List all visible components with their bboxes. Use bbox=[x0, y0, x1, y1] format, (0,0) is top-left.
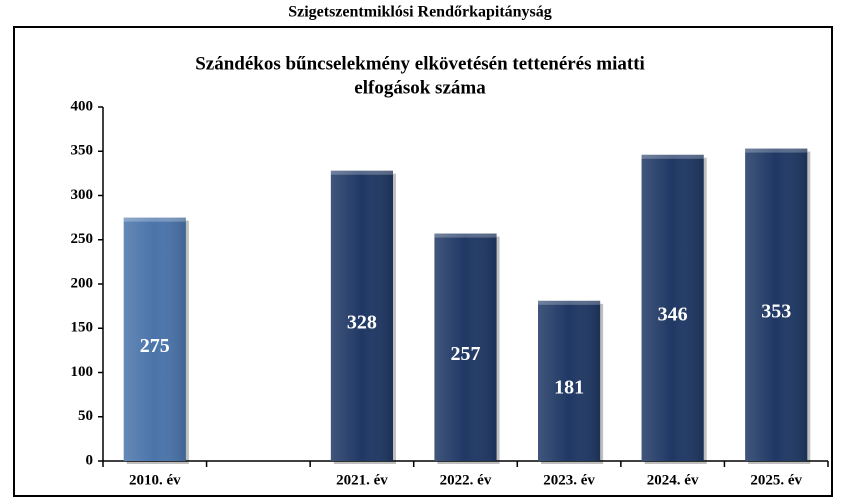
bar-shine bbox=[745, 148, 808, 461]
value-label: 346 bbox=[658, 303, 688, 325]
value-label: 257 bbox=[451, 343, 481, 365]
value-label: 353 bbox=[761, 300, 791, 322]
bar-cap bbox=[538, 300, 601, 305]
y-tick-label: 150 bbox=[71, 320, 94, 336]
y-tick-label: 250 bbox=[71, 231, 94, 247]
bar-cap bbox=[641, 154, 704, 159]
y-tick-label: 300 bbox=[71, 187, 94, 203]
bar-shine bbox=[123, 217, 186, 461]
x-tick-label: 2025. év bbox=[750, 472, 802, 488]
y-tick-label: 400 bbox=[71, 98, 94, 114]
bar-shine bbox=[641, 154, 704, 462]
value-label: 328 bbox=[347, 311, 377, 333]
y-tick-label: 0 bbox=[86, 452, 94, 468]
x-tick-label: 2021. év bbox=[336, 472, 388, 488]
bar-cap bbox=[330, 170, 393, 175]
value-label: 275 bbox=[140, 335, 170, 357]
x-tick-label: 2024. év bbox=[647, 472, 699, 488]
bar-shine bbox=[330, 170, 393, 461]
bar-cap bbox=[123, 217, 186, 222]
chart-frame bbox=[13, 26, 833, 497]
y-tick-label: 350 bbox=[71, 143, 94, 159]
y-tick-label: 50 bbox=[78, 408, 93, 424]
bar-shine bbox=[434, 233, 497, 461]
page-header: Szigetszentmiklósi Rendőrkapitányság bbox=[288, 4, 552, 21]
bar-cap bbox=[434, 233, 497, 238]
chart-title: Szándékos bűncselekmény elkövetésén tett… bbox=[195, 53, 645, 74]
x-tick-label: 2022. év bbox=[440, 472, 492, 488]
bar-shine bbox=[538, 300, 601, 461]
y-tick-label: 100 bbox=[71, 364, 94, 380]
value-label: 181 bbox=[554, 377, 584, 399]
x-tick-label: 2023. év bbox=[543, 472, 595, 488]
x-tick-label: 2010. év bbox=[129, 472, 181, 488]
chart-title: elfogások száma bbox=[354, 77, 486, 98]
y-tick-label: 200 bbox=[71, 275, 94, 291]
bar-cap bbox=[745, 148, 808, 153]
